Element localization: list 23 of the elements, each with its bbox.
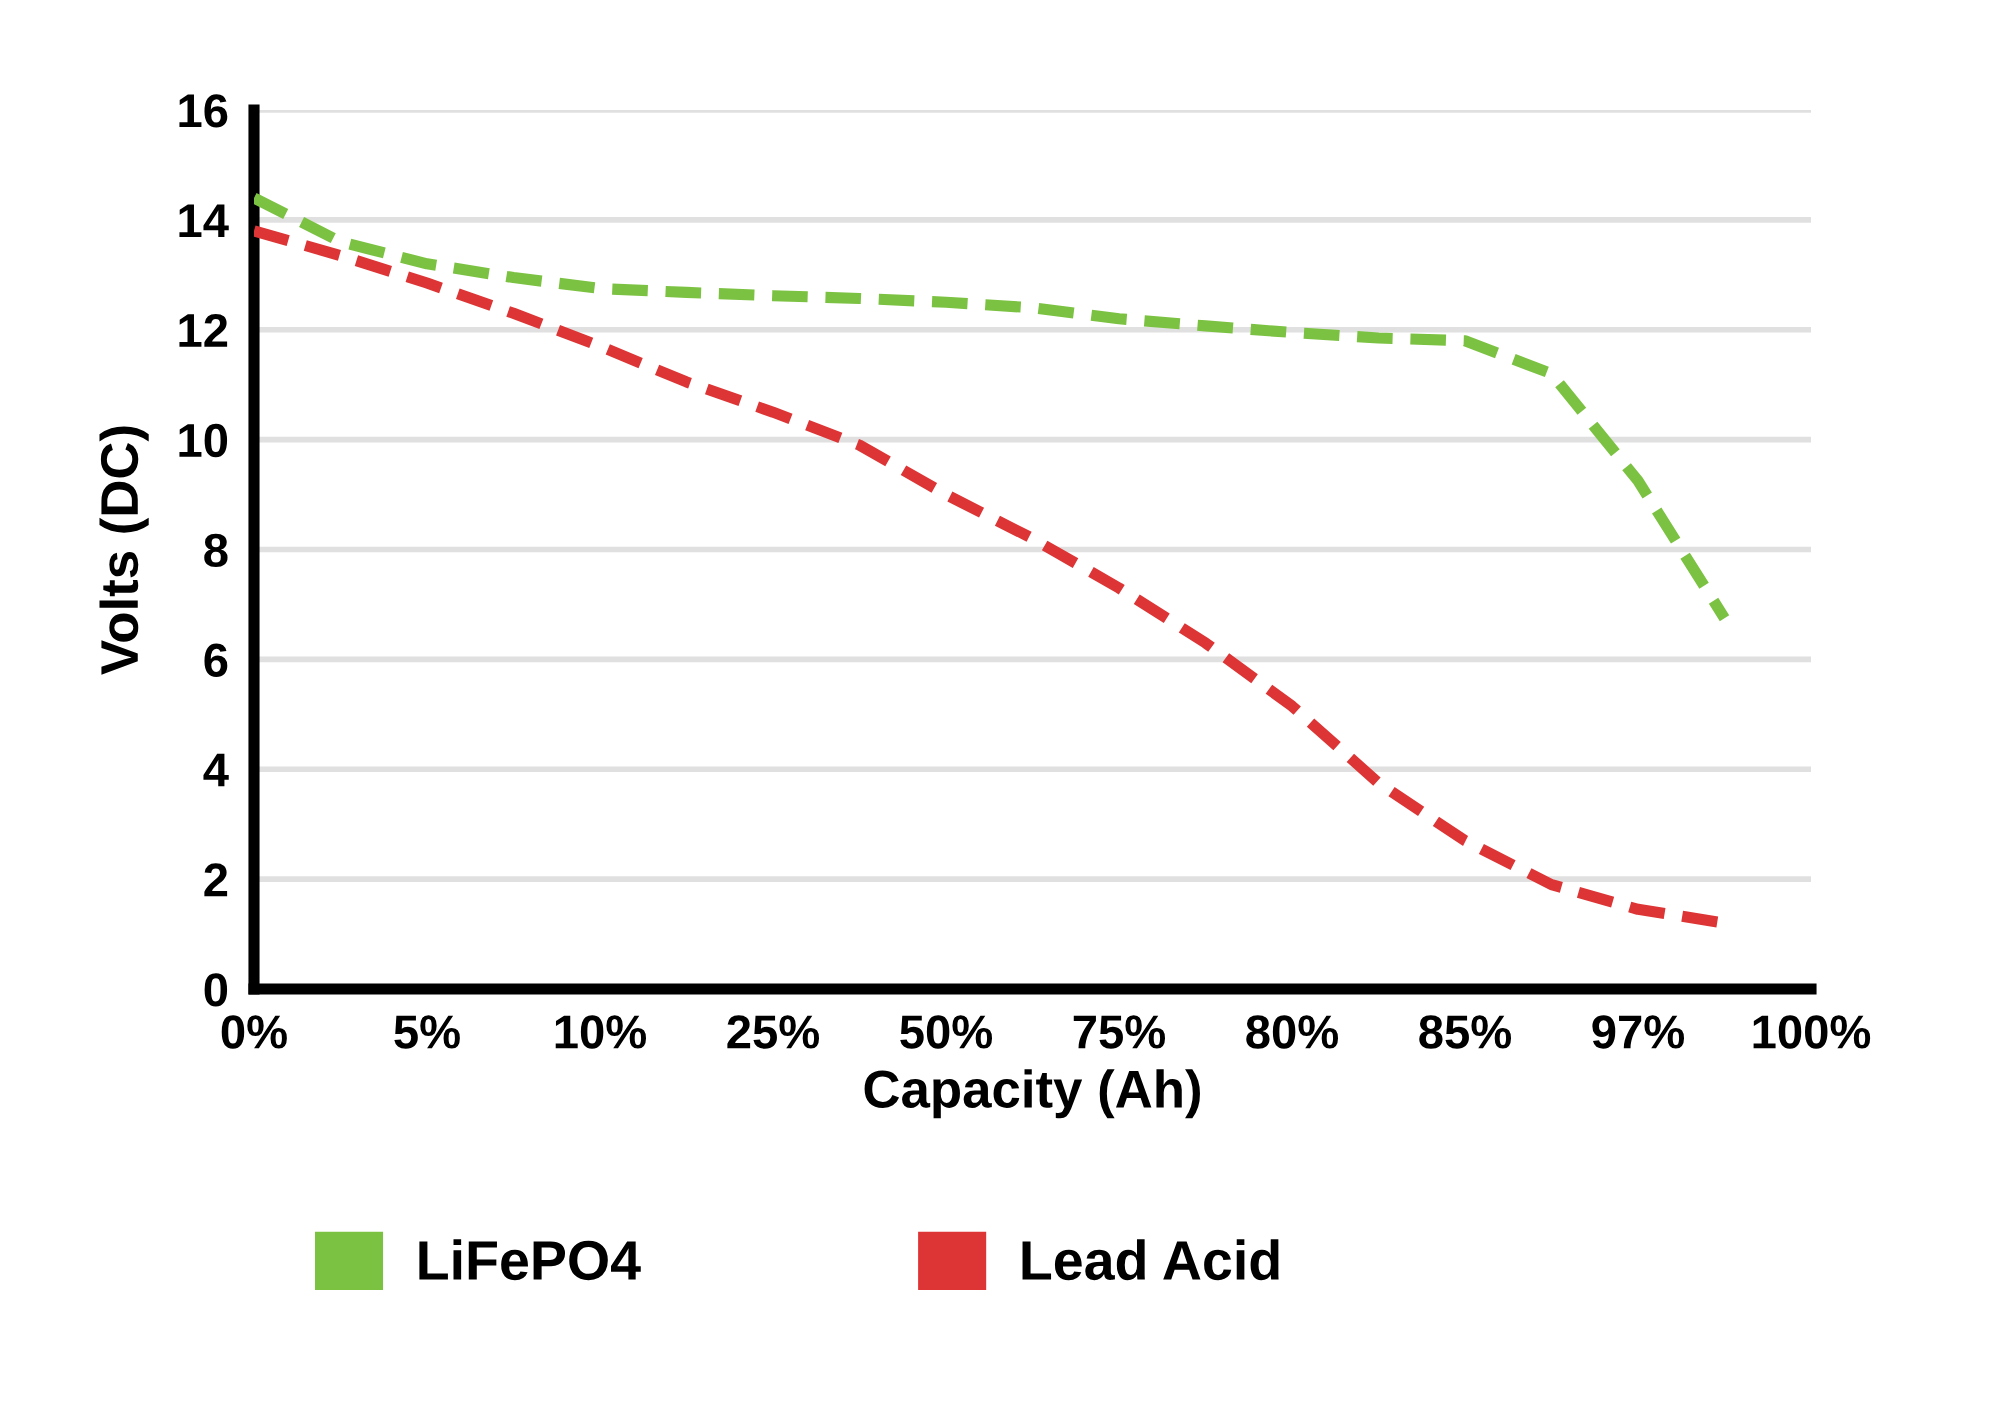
x-tick-label: 80% [1246, 1015, 1339, 1049]
x-tick-label: 75% [1073, 1015, 1166, 1049]
x-tick-label: 0% [221, 1015, 287, 1049]
x-axis-title: Capacity (Ah) [864, 1069, 1200, 1119]
legend-label: Lead Acid [1022, 1239, 1279, 1281]
x-tick-label: 100% [1753, 1015, 1871, 1049]
y-tick-label: 14 [179, 204, 229, 237]
x-tick-label: 97% [1592, 1015, 1685, 1049]
y-tick-label: 8 [204, 533, 228, 568]
y-tick-label: 10 [179, 423, 228, 458]
y-tick-label: 0 [204, 973, 228, 1007]
x-tick-label: 50% [900, 1015, 993, 1049]
x-tick-label: 25% [727, 1015, 820, 1049]
x-tick-label: 85% [1419, 1015, 1512, 1049]
y-axis-title: Volts (DC) [99, 426, 149, 675]
x-tick-label: 5% [394, 1015, 460, 1049]
y-tick-label: 16 [179, 94, 228, 128]
legend-label: LiFePO4 [419, 1239, 641, 1281]
y-tick-label: 2 [204, 863, 228, 897]
x-tick-label: 10% [555, 1015, 647, 1049]
y-tick-label: 12 [179, 313, 228, 347]
y-tick-label: 6 [204, 643, 228, 677]
y-tick-label: 4 [203, 753, 229, 787]
